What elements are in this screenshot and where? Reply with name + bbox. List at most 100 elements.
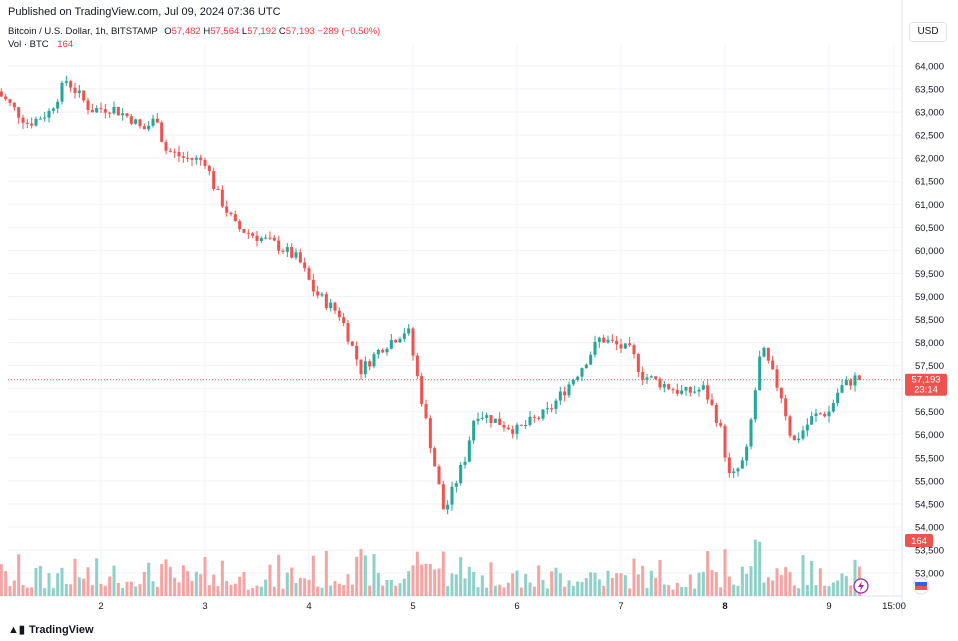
candle [34,116,38,127]
candle [411,326,415,361]
close-label: C [278,26,286,37]
candle [194,155,198,165]
volume-bar [342,584,346,596]
volume-bar [450,573,454,596]
volume-bar [714,571,718,596]
candle-body [95,108,99,113]
volume-bar [589,572,593,596]
candle [420,372,424,407]
candle [558,386,562,406]
candle-body [355,345,359,360]
volume-bar [662,584,666,596]
volume-bar [441,551,445,596]
candle [701,380,705,391]
candle-body [125,113,129,117]
candle [294,248,298,260]
volume-label: Vol · BTC [8,39,49,50]
candle [641,366,645,385]
y-tick-label: 57,500 [915,361,944,372]
y-axis-labels: 53,000 53,500 54,000 54,500 55,000 55,500 56,0… [915,62,944,580]
volume-bar [766,577,770,596]
tradingview-logo-icon: ▲▮ [8,624,25,636]
candle [857,374,861,381]
candle-body [220,189,224,207]
candle [25,119,29,129]
x-tick-label: 15:00 [882,601,906,612]
grid-lines [8,45,902,596]
volume-bar [628,588,632,596]
candle-body [151,118,155,126]
candle-body [229,212,233,215]
candle-body [303,262,307,269]
candle [792,434,796,441]
candle-body [454,483,458,487]
candle-body [389,340,393,349]
volume-bar [138,584,142,596]
candle-body [246,232,250,234]
y-tick-label: 55,500 [915,453,944,464]
candle [606,335,610,344]
candle-body [701,385,705,390]
volume-bar [615,573,619,596]
candle [719,419,723,428]
y-tick-label: 55,000 [915,476,944,487]
volume-bar [771,580,775,596]
candle [43,111,47,122]
volume-bar [103,585,107,596]
candle-body [502,424,506,428]
volume-bar [459,557,463,596]
candle [723,423,727,462]
candle-body [0,91,3,97]
volume-bar [610,577,614,596]
volume-bar [51,588,55,596]
volume-bar [12,580,16,596]
candles [0,75,861,515]
candle-body [532,416,536,418]
candle-body [368,361,372,367]
candle-body [342,317,346,324]
volume-bar [320,587,324,596]
volume-bar [532,586,536,596]
last-price-label: 57,193 [911,375,940,386]
candle-body [515,424,519,434]
candle-body [77,90,81,93]
candle-body [485,415,489,418]
candle-body [571,379,575,385]
candle [805,418,809,437]
candle-body [420,375,424,405]
volume-bar [645,588,649,596]
volume-bar [727,576,731,596]
candle-body [506,427,510,430]
volume-bar [407,571,411,596]
candle [437,464,441,485]
volume-bar [238,576,242,596]
candle [537,416,541,421]
tradingview-logo[interactable]: ▲▮ TradingView [8,623,94,636]
y-tick-label: 58,500 [915,315,944,326]
volume-bar [329,585,333,596]
candle-body [116,107,120,116]
candle [173,148,177,158]
candle [199,154,203,166]
candle-body [459,464,463,484]
y-tick-label: 53,000 [915,569,944,580]
currency-button[interactable]: USD [909,22,947,42]
volume-bar [736,585,740,596]
candle-body [381,349,385,353]
candle [51,107,55,114]
candle [779,387,783,404]
last-price-badge [905,373,947,396]
candle [398,336,402,343]
candle [147,120,151,132]
candle-body [762,347,766,357]
flag-icon-stripe [915,582,927,586]
candle [415,352,419,379]
candle [502,421,506,432]
candle [541,409,545,421]
candle-body [580,368,584,377]
candle-body [8,99,12,103]
volume-bar [73,558,77,596]
volume-bar [43,588,47,596]
candle-body [12,102,16,108]
